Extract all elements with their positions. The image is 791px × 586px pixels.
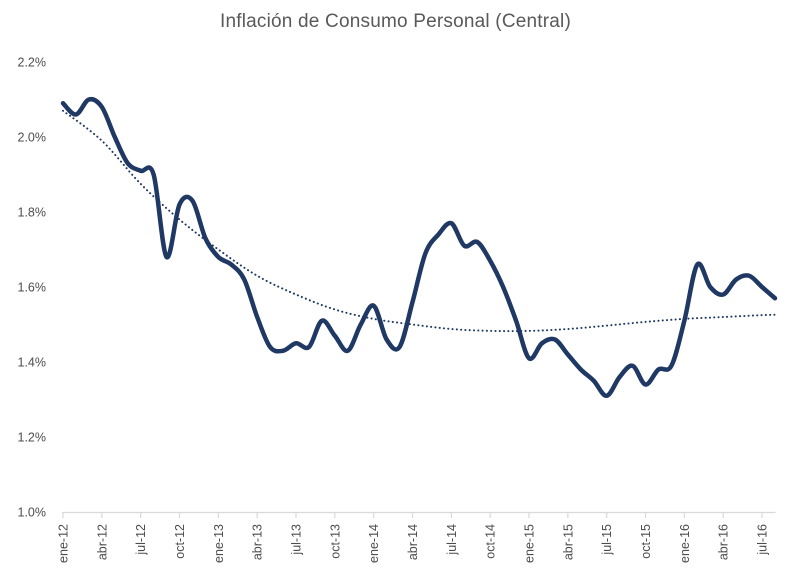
x-axis-label: abr-15 xyxy=(561,524,575,560)
y-axis-label: 2.2% xyxy=(18,56,47,70)
inflation-series-line xyxy=(60,96,778,398)
x-axis-labels: ene-12 abr-12 jul-12 oct-12 ene-13 abr-13 jul-… xyxy=(57,524,770,563)
x-axis-label: jul-13 xyxy=(290,524,304,556)
y-axis-label: 2.0% xyxy=(18,131,47,145)
x-axis-label: oct-14 xyxy=(484,524,498,559)
x-axis-label: oct-13 xyxy=(328,524,342,559)
y-axis-label: 1.8% xyxy=(18,206,47,220)
trendline-group xyxy=(62,109,776,333)
y-axis-label: 1.2% xyxy=(18,431,47,445)
x-axis-label: oct-15 xyxy=(639,524,653,559)
y-axis-labels: 2.2% 2.0% 1.8% 1.6% 1.4% 1.2% 1.0% xyxy=(18,56,47,520)
x-axis-label: abr-12 xyxy=(95,524,109,560)
x-axis-label: jul-12 xyxy=(134,524,148,556)
trendline xyxy=(62,109,776,333)
x-axis-label: ene-14 xyxy=(367,524,381,563)
x-axis-label: oct-12 xyxy=(173,524,187,559)
x-axis-label: jul-14 xyxy=(445,524,459,556)
x-axis-ticks xyxy=(62,512,763,518)
x-axis-label: jul-16 xyxy=(756,524,770,556)
data-series-group xyxy=(60,96,778,398)
x-axis-label: abr-14 xyxy=(406,524,420,560)
x-axis-label: ene-13 xyxy=(212,524,226,563)
y-axis-label: 1.0% xyxy=(18,506,47,520)
x-axis-label: ene-15 xyxy=(523,524,537,563)
chart-title: Inflación de Consumo Personal (Central) xyxy=(219,11,572,32)
x-axis-label: jul-15 xyxy=(600,524,614,556)
y-axis-label: 1.6% xyxy=(18,281,47,295)
x-axis-label: ene-12 xyxy=(57,524,71,563)
x-axis-label: abr-16 xyxy=(717,524,731,560)
x-axis-label: abr-13 xyxy=(251,524,265,560)
y-axis-label: 1.4% xyxy=(18,356,47,370)
x-axis-label: ene-16 xyxy=(678,524,692,563)
